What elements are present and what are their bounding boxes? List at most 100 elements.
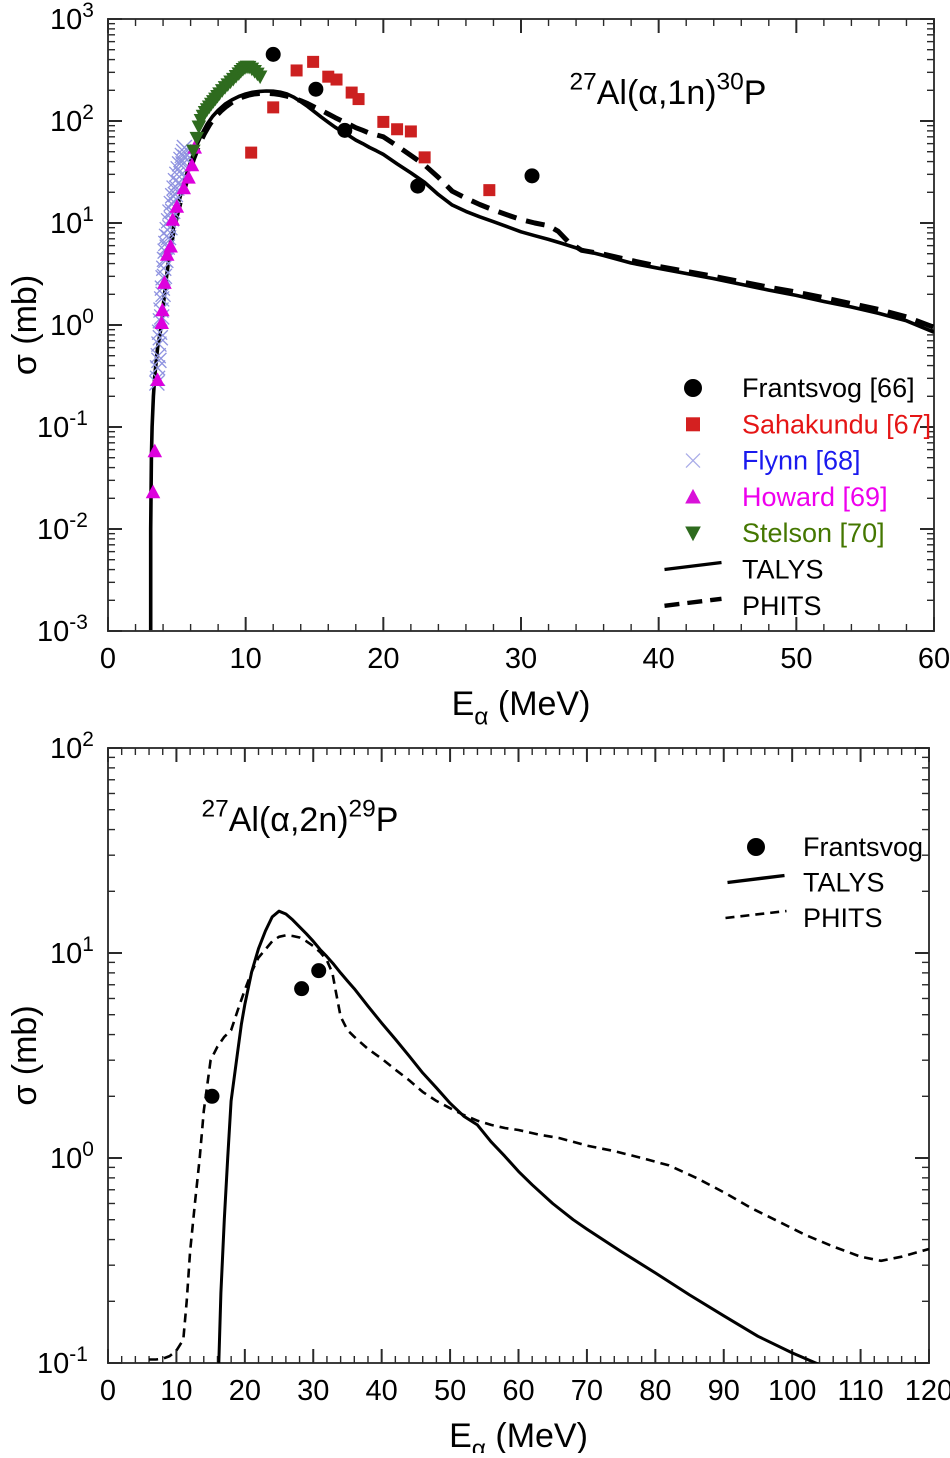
top-legend-item-flynn-68: Flynn [68] [685, 446, 861, 476]
top-legend-item-talys: TALYS [664, 555, 824, 585]
top-points-stelson-70 [186, 60, 268, 159]
square-legend-marker [686, 417, 700, 432]
bottom-y-tick-label: 101 [50, 933, 94, 970]
bottom-y-ticks [108, 747, 929, 1364]
top-y-tick-label: 103 [50, 0, 94, 36]
bottom-x-tick-label: 90 [708, 1375, 740, 1407]
top-points-sahakundu-67 [245, 55, 496, 197]
bottom-x-tick-label: 60 [502, 1375, 534, 1407]
circle-marker [294, 981, 310, 997]
bottom-x-tick-label: 10 [160, 1375, 192, 1407]
top-legend-label: Flynn [68] [742, 446, 861, 476]
top-y-tick-label: 100 [50, 305, 94, 342]
top-x-axis-title: Eα (MeV) [452, 685, 591, 731]
circle-legend-marker [747, 838, 765, 856]
top-legend: Frantsvog [66] Sahakundu [67] Flynn [68] Ho… [664, 373, 931, 621]
bottom-y-axis-title: σ (mb) [6, 1005, 44, 1105]
bottom-legend: Frantsvog TALYS PHITS [725, 832, 923, 933]
top-legend-label: Sahakundu [67] [742, 409, 931, 439]
square-marker [245, 146, 258, 159]
bottom-legend-label: PHITS [803, 903, 883, 933]
top-legend-label: Stelson [70] [742, 518, 885, 548]
bottom-legend-item-phits: PHITS [725, 903, 883, 933]
circle-marker [308, 81, 324, 97]
xcross-legend-marker [685, 453, 701, 469]
bottom-talys-curve [217, 909, 820, 1363]
circle-marker [524, 168, 540, 184]
top-legend-label: TALYS [742, 555, 824, 585]
triangle-up-marker [150, 372, 165, 387]
bottom-x-tick-label: 50 [434, 1375, 466, 1407]
top-x-tick-label: 0 [100, 643, 116, 675]
bottom-x-tick-label: 110 [837, 1375, 883, 1407]
triangle-up-marker [181, 169, 196, 184]
bottom-y-tick-label: 10-1 [37, 1343, 88, 1380]
top-y-tick-label: 102 [50, 101, 94, 138]
bottom-x-axis-title: Eα (MeV) [449, 1417, 588, 1453]
square-marker [352, 93, 365, 106]
square-marker [418, 151, 431, 164]
bottom-x-tick-label: 20 [229, 1375, 261, 1407]
top-phits-curve [167, 90, 934, 330]
circle-marker [337, 122, 353, 138]
top-y-tick-label: 10-2 [37, 509, 88, 546]
triangle-up-legend-marker [685, 488, 701, 504]
circle-marker [265, 46, 281, 62]
top-y-axis-title: σ (mb) [6, 275, 44, 375]
square-marker [377, 115, 390, 128]
bottom-legend-item-frantsvog: Frantsvog [747, 832, 923, 862]
bottom-x-tick-label: 70 [571, 1375, 603, 1407]
circle-legend-marker [684, 379, 702, 397]
phits-line-sample [725, 909, 787, 920]
xcross-marker [150, 352, 167, 369]
top-legend-label: PHITS [742, 591, 822, 621]
top-title: 27Al(α,1n)30P [570, 69, 767, 112]
xcross-marker [171, 155, 188, 172]
bottom-legend-label: TALYS [803, 868, 885, 898]
triangle-up-marker [159, 247, 175, 261]
triangle-up-marker [147, 443, 163, 458]
triangle-down-legend-marker [685, 526, 701, 542]
xcross-marker [150, 336, 167, 353]
triangle-up-marker [169, 199, 185, 213]
top-legend-item-sahakundu-67: Sahakundu [67] [686, 409, 931, 439]
top-points-frantsvog-66 [265, 46, 540, 194]
square-marker [483, 184, 496, 197]
bottom-y-tick-labels: 10-1 100 101 102 [37, 728, 94, 1380]
talys-line-sample [664, 560, 722, 572]
bottom-y-tick-label: 100 [50, 1138, 94, 1175]
top-legend-label: Howard [69] [742, 482, 888, 512]
bottom-legend-item-talys: TALYS [727, 868, 885, 898]
triangle-up-marker [163, 238, 178, 253]
square-marker [290, 64, 303, 77]
bottom-x-tick-label: 80 [639, 1375, 671, 1407]
top-x-tick-label: 40 [643, 643, 675, 675]
top-x-tick-label: 30 [505, 643, 537, 675]
top-legend-item-frantsvog-66: Frantsvog [66] [684, 373, 915, 403]
xcross-marker [155, 286, 172, 303]
top-talys-curve [148, 89, 934, 631]
top-x-tick-labels: 0 10 20 30 40 50 60 [100, 643, 950, 675]
xcross-marker [160, 229, 177, 246]
circle-marker [410, 178, 426, 194]
bottom-x-tick-label: 100 [768, 1375, 816, 1407]
top-points-howard-69 [145, 140, 203, 499]
triangle-up-marker [157, 275, 172, 289]
triangle-up-marker [145, 484, 161, 499]
bottom-title: 27Al(α,2n)29P [202, 796, 399, 839]
top-legend-label: Frantsvog [66] [742, 373, 915, 403]
bottom-x-tick-label: 120 [905, 1375, 950, 1407]
circle-marker [204, 1088, 220, 1104]
triangle-up-marker [154, 315, 169, 330]
triangle-up-marker [184, 157, 200, 172]
top-y-tick-label: 10-1 [37, 407, 88, 444]
square-marker [307, 55, 320, 68]
top-legend-item-stelson-70: Stelson [70] [685, 518, 885, 548]
top-legend-item-phits: PHITS [664, 591, 822, 621]
triangle-up-marker [165, 212, 180, 226]
bottom-legend-label: Frantsvog [803, 832, 923, 862]
triangle-up-marker [176, 180, 191, 195]
top-x-tick-label: 50 [780, 643, 812, 675]
bottom-phits-curve [149, 933, 929, 1361]
